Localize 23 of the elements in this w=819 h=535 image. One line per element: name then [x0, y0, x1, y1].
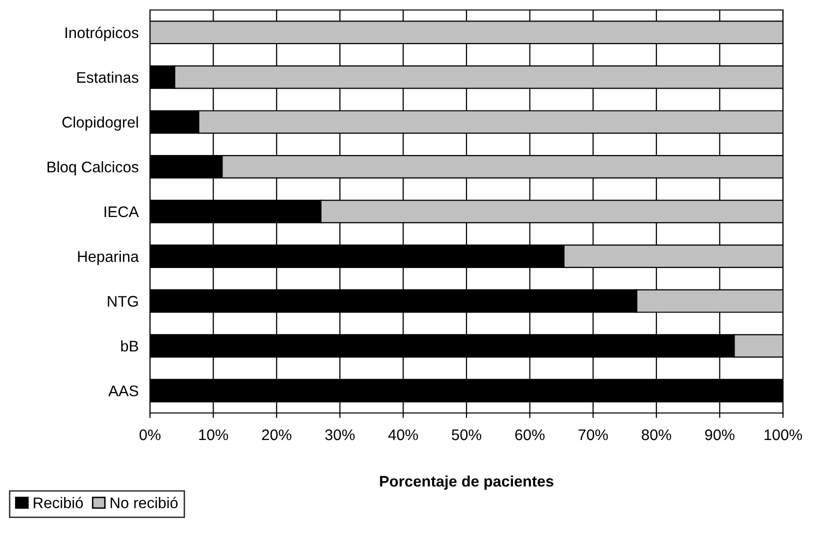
y-tick-label: AAS [108, 385, 138, 396]
x-tick-label: 60% [515, 429, 545, 440]
x-tick-label: 70% [578, 429, 608, 440]
legend-label: No recibió [110, 496, 178, 508]
x-tick-label: 30% [325, 429, 355, 440]
x-tick-label: 0% [140, 429, 160, 440]
y-tick-label: NTG [108, 296, 138, 307]
y-tick-label: bB [121, 340, 138, 352]
y-tick-label: Inotrópicos [66, 26, 138, 42]
x-tick-label: 80% [642, 429, 672, 440]
x-tick-label: 90% [705, 429, 734, 440]
x-tick-label: 40% [388, 429, 418, 440]
x-tick-label: 100% [764, 429, 802, 440]
y-tick-label: Bloq Calcicos [48, 161, 138, 176]
x-tick-label: 10% [199, 429, 228, 440]
y-tick-label: Heparina [78, 250, 139, 265]
y-tick-label: Estatinas [77, 72, 138, 83]
y-tick-label: Clopidogrel [62, 116, 138, 131]
legend-label: Recibió [34, 496, 83, 508]
y-tick-label: IECA [104, 206, 139, 218]
x-tick-label: 50% [452, 429, 482, 440]
x-tick-label: 20% [262, 429, 292, 440]
x-axis-title: Porcentaje de pacientes [380, 475, 554, 490]
